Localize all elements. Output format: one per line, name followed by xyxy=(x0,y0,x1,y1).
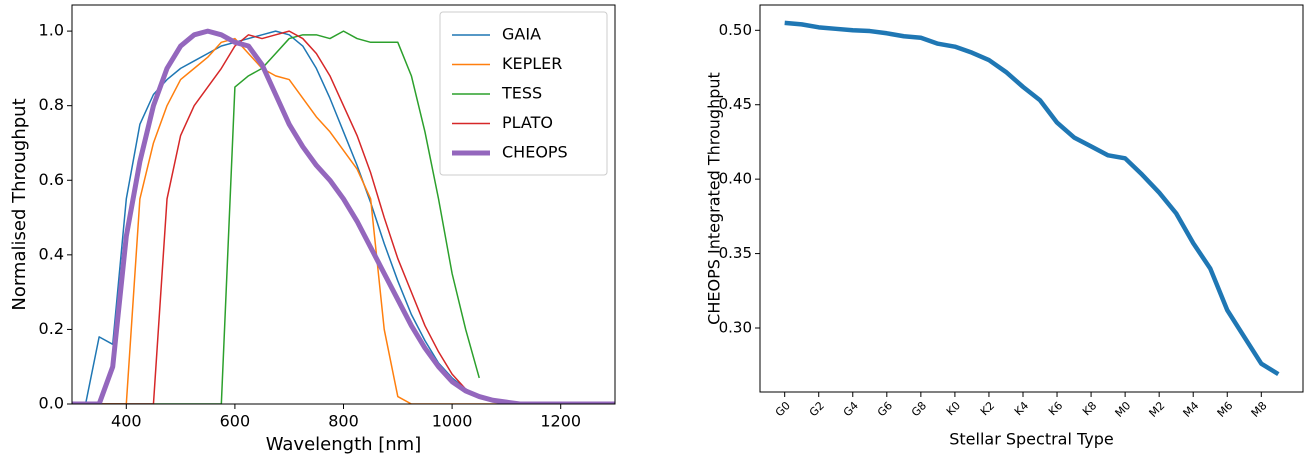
x-tick-label: 1000 xyxy=(432,412,473,431)
axes-frame xyxy=(71,4,616,405)
x-tick-label: 600 xyxy=(220,412,251,431)
x-axis-label: Stellar Spectral Type xyxy=(949,430,1114,449)
x-tick-label: G2 xyxy=(807,399,827,419)
y-tick-label: 1.0 xyxy=(39,21,64,40)
x-tick-label: G4 xyxy=(841,399,861,419)
x-tick-label: 1200 xyxy=(540,412,581,431)
y-tick-label: 0.50 xyxy=(719,21,752,39)
series-line xyxy=(72,30,615,404)
y-tick-label: 0.45 xyxy=(719,95,752,113)
x-tick-label: K0 xyxy=(944,399,963,418)
x-tick-label: M6 xyxy=(1215,399,1236,420)
y-axis-label: CHEOPS Integrated Throughput xyxy=(705,72,724,325)
y-tick-label: 0.4 xyxy=(39,244,64,263)
x-tick-label: G0 xyxy=(773,399,793,419)
series-line xyxy=(72,28,615,404)
x-tick-label: M4 xyxy=(1181,399,1202,420)
legend-label: GAIA xyxy=(502,25,541,44)
legend-label: CHEOPS xyxy=(502,143,568,162)
x-tick-label: K2 xyxy=(978,399,997,418)
x-tick-label: M0 xyxy=(1113,399,1134,420)
x-tick-label: K6 xyxy=(1046,399,1065,418)
x-tick-label: 800 xyxy=(328,412,359,431)
series-line xyxy=(784,20,1280,377)
x-tick-label: M2 xyxy=(1147,399,1168,420)
y-tick-label: 0.0 xyxy=(39,394,64,413)
y-tick-label: 0.40 xyxy=(719,170,752,188)
x-axis-label: Wavelength [nm] xyxy=(266,434,422,455)
x-tick-label: 400 xyxy=(111,412,142,431)
x-tick-label: G6 xyxy=(875,399,895,419)
series-line xyxy=(72,30,480,404)
y-tick-label: 0.35 xyxy=(719,244,752,262)
x-tick-label: G8 xyxy=(909,399,929,419)
y-tick-label: 0.8 xyxy=(39,95,64,114)
legend-box xyxy=(439,11,608,176)
y-tick-label: 0.6 xyxy=(39,170,64,189)
plot-area xyxy=(72,28,615,404)
x-tick-label: K8 xyxy=(1080,399,1099,418)
legend-label: TESS xyxy=(501,84,542,103)
plot-area xyxy=(784,20,1280,377)
legend-label: PLATO xyxy=(502,113,553,132)
axes-frame xyxy=(759,4,1304,393)
y-axis-label: Normalised Throughput xyxy=(9,98,30,310)
y-tick-label: 0.30 xyxy=(719,318,752,336)
legend-label: KEPLER xyxy=(502,54,562,73)
x-tick-label: M8 xyxy=(1249,399,1270,420)
y-tick-label: 0.2 xyxy=(39,319,64,338)
x-tick-label: K4 xyxy=(1012,399,1031,418)
series-line xyxy=(72,37,615,404)
